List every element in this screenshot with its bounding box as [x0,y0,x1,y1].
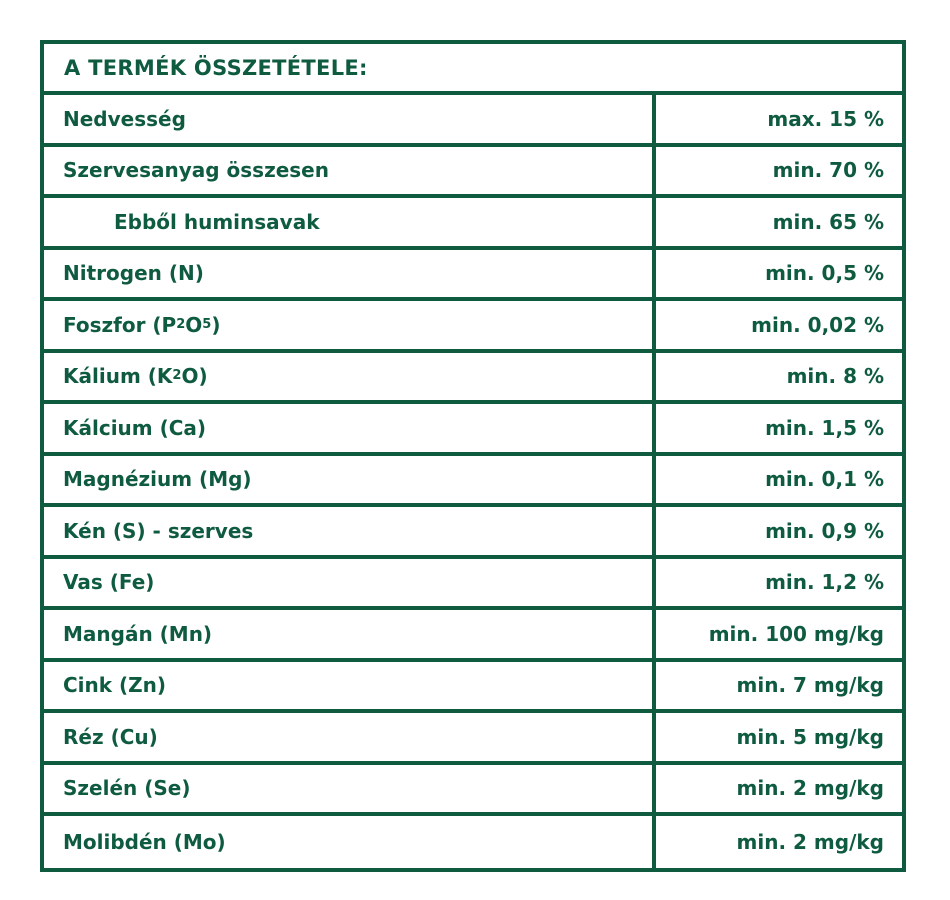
row-label: Vas (Fe) [44,558,656,606]
table-row-iron: Vas (Fe) min. 1,2 % [44,558,902,610]
row-label: Szervesanyag összesen [44,146,656,194]
table-row-nitrogen: Nitrogen (N) min. 0,5 % [44,249,902,301]
row-value: min. 1,5 % [765,415,884,440]
table-row-moisture: Nedvesség max. 15 % [44,95,902,147]
table-row-magnesium: Magnézium (Mg) min. 0,1 % [44,455,902,507]
row-value: min. 0,1 % [765,467,884,492]
label-text: ) [211,312,221,337]
row-label: Kálcium (Ca) [44,404,656,452]
row-value: min. 2 mg/kg [736,776,884,801]
table-row-sulfur: Kén (S) - szerves min. 0,9 % [44,507,902,559]
table-title: A TERMÉK ÖSSZETÉTELE: [44,44,902,95]
row-label: Kén (S) - szerves [44,507,656,555]
row-value: min. 0,9 % [765,518,884,543]
table-row-phosphorus: Foszfor (P 2 O 5) min. 0,02 % [44,301,902,353]
row-value: min. 100 mg/kg [708,621,884,646]
label-text: O) [181,364,208,389]
row-label: Kálium (K 2 O) [44,352,656,400]
label-text: Foszfor (P [63,312,177,337]
row-label: Cink (Zn) [44,661,656,709]
label-text: O [185,312,203,337]
table-row-selenium: Szelén (Se) min. 2 mg/kg [44,764,902,816]
row-label: Nedvesség [44,95,656,143]
row-value: min. 1,2 % [765,570,884,595]
table-row-molybdenum: Molibdén (Mo) min. 2 mg/kg [44,816,902,868]
table-row-humic-acids: Ebből huminsavak min. 65 % [44,198,902,250]
row-label: Szelén (Se) [44,764,656,812]
row-value: min. 7 mg/kg [736,673,884,698]
row-label: Molibdén (Mo) [44,816,656,868]
row-label: Ebből huminsavak [44,198,656,246]
table-row-potassium: Kálium (K 2 O) min. 8 % [44,352,902,404]
table-row-manganese: Mangán (Mn) min. 100 mg/kg [44,610,902,662]
row-label: Mangán (Mn) [44,610,656,658]
row-value: min. 65 % [772,209,884,234]
row-value: min. 2 mg/kg [736,829,884,854]
row-value: min. 70 % [772,158,884,183]
row-value: min. 0,5 % [765,261,884,286]
row-value: min. 5 mg/kg [736,724,884,749]
row-label: Foszfor (P 2 O 5) [44,301,656,349]
row-label: Nitrogen (N) [44,249,656,297]
row-value: max. 15 % [767,106,884,131]
table-row-calcium: Kálcium (Ca) min. 1,5 % [44,404,902,456]
composition-table: A TERMÉK ÖSSZETÉTELE: Nedvesség max. 15 … [40,40,906,872]
label-text: Kálium (K [63,364,173,389]
table-row-zinc: Cink (Zn) min. 7 mg/kg [44,661,902,713]
table-row-organic-matter: Szervesanyag összesen min. 70 % [44,146,902,198]
row-value: min. 0,02 % [751,312,884,337]
row-label: Magnézium (Mg) [44,455,656,503]
table-row-copper: Réz (Cu) min. 5 mg/kg [44,713,902,765]
row-value: min. 8 % [786,364,884,389]
row-label: Réz (Cu) [44,713,656,761]
